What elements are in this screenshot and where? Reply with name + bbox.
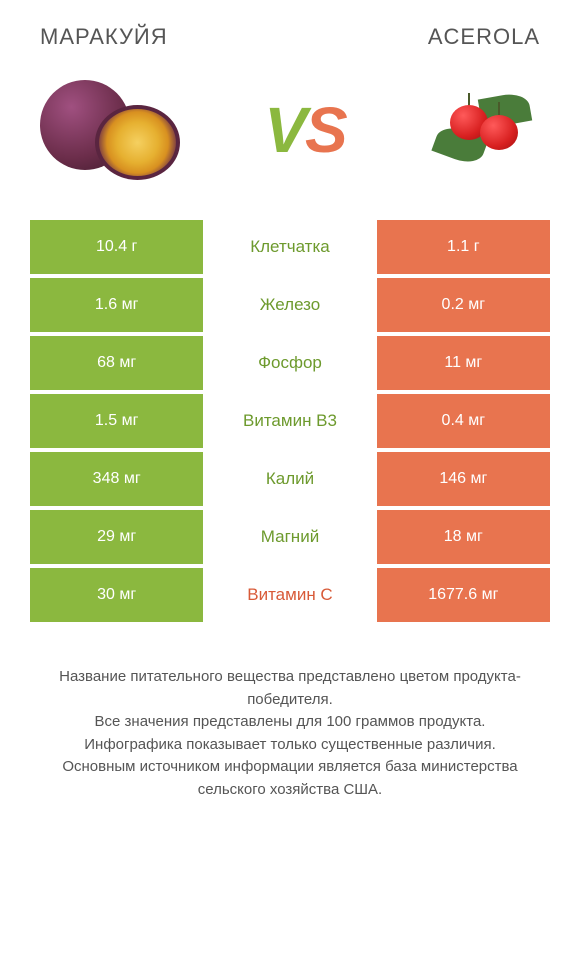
left-product-title: MАРАКУЙЯ bbox=[40, 24, 168, 50]
nutrient-label-cell: Калий bbox=[203, 452, 376, 506]
table-row: 10.4 гКлетчатка1.1 г bbox=[30, 220, 550, 274]
table-row: 1.6 мгЖелезо0.2 мг bbox=[30, 278, 550, 332]
footer-notes: Название питательного вещества представл… bbox=[0, 626, 580, 821]
vs-label: VS bbox=[264, 93, 345, 167]
table-row: 1.5 мгВитамин B30.4 мг bbox=[30, 394, 550, 448]
left-value-cell: 68 мг bbox=[30, 336, 203, 390]
nutrient-label-cell: Витамин B3 bbox=[203, 394, 376, 448]
comparison-header: MАРАКУЙЯ ACEROLA bbox=[0, 0, 580, 60]
nutrient-label-cell: Железо bbox=[203, 278, 376, 332]
vs-row: VS bbox=[0, 60, 580, 220]
left-value-cell: 1.6 мг bbox=[30, 278, 203, 332]
right-product-title: ACEROLA bbox=[428, 24, 540, 50]
vs-v-char: V bbox=[264, 94, 305, 166]
left-value-cell: 29 мг bbox=[30, 510, 203, 564]
nutrient-label-cell: Клетчатка bbox=[203, 220, 376, 274]
left-value-cell: 1.5 мг bbox=[30, 394, 203, 448]
table-row: 68 мгФосфор11 мг bbox=[30, 336, 550, 390]
left-value-cell: 348 мг bbox=[30, 452, 203, 506]
right-value-cell: 146 мг bbox=[377, 452, 550, 506]
nutrient-label-cell: Витамин C bbox=[203, 568, 376, 622]
right-value-cell: 1.1 г bbox=[377, 220, 550, 274]
footer-line: Инфографика показывает только существенн… bbox=[30, 734, 550, 757]
nutrient-label-cell: Фосфор bbox=[203, 336, 376, 390]
nutrient-label-cell: Магний bbox=[203, 510, 376, 564]
acerola-image bbox=[420, 70, 540, 190]
footer-line: Основным источником информации является … bbox=[30, 756, 550, 801]
nutrition-table: 10.4 гКлетчатка1.1 г1.6 мгЖелезо0.2 мг68… bbox=[0, 220, 580, 622]
right-value-cell: 0.2 мг bbox=[377, 278, 550, 332]
left-value-cell: 10.4 г bbox=[30, 220, 203, 274]
passion-fruit-image bbox=[30, 70, 190, 190]
right-value-cell: 1677.6 мг bbox=[377, 568, 550, 622]
right-value-cell: 0.4 мг bbox=[377, 394, 550, 448]
vs-s-char: S bbox=[305, 94, 346, 166]
table-row: 348 мгКалий146 мг bbox=[30, 452, 550, 506]
right-value-cell: 11 мг bbox=[377, 336, 550, 390]
table-row: 30 мгВитамин C1677.6 мг bbox=[30, 568, 550, 622]
right-value-cell: 18 мг bbox=[377, 510, 550, 564]
table-row: 29 мгМагний18 мг bbox=[30, 510, 550, 564]
left-value-cell: 30 мг bbox=[30, 568, 203, 622]
footer-line: Название питательного вещества представл… bbox=[30, 666, 550, 711]
footer-line: Все значения представлены для 100 граммо… bbox=[30, 711, 550, 734]
